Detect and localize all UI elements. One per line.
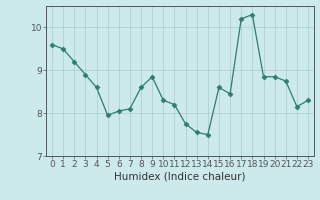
X-axis label: Humidex (Indice chaleur): Humidex (Indice chaleur): [114, 172, 246, 182]
